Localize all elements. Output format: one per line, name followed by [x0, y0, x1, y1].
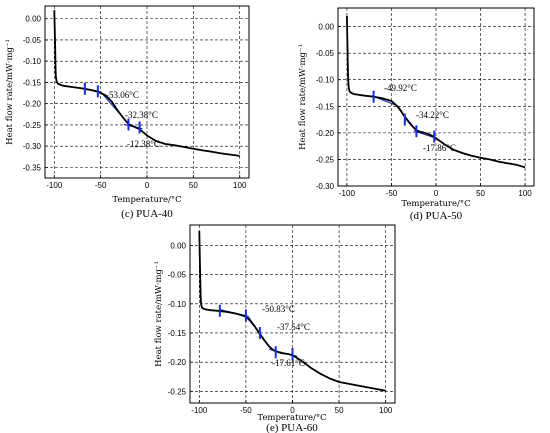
tg-markers	[218, 304, 294, 360]
y-axis-label: Heat flow rate/mW·mg⁻¹	[5, 39, 15, 145]
y-tick-label: -0.25	[316, 155, 335, 164]
x-tick-label: 0	[434, 189, 439, 198]
x-tick-label: 100	[233, 181, 247, 190]
annotation-2: -32.38°C	[125, 110, 158, 120]
y-tick-label: 0.00	[170, 241, 186, 250]
panel-caption: (c) PUA-40	[121, 208, 173, 220]
y-tick-label: -0.05	[23, 36, 42, 45]
series	[198, 230, 386, 392]
annotation-2: -37.54°C	[277, 322, 310, 332]
tick-labels: -100 -50 0 50 100 0.00 -0.05 -0.10 -0.15 -0.20 -0.…	[316, 23, 533, 198]
annotation-1: -50.83°C	[262, 304, 295, 314]
panel-caption: (d) PUA-50	[410, 210, 463, 222]
y-tick-label: -0.05	[316, 49, 335, 58]
x-tick-label: -50	[240, 406, 252, 415]
y-tick-label: -0.15	[23, 78, 42, 87]
x-axis-label: Temperature/°C	[112, 195, 181, 205]
series	[346, 15, 526, 169]
y-tick-label: -0.20	[168, 358, 187, 367]
x-tick-label: 50	[335, 406, 344, 415]
y-tick-label: 0.00	[318, 23, 334, 32]
x-tick-label: 0	[290, 406, 295, 415]
heat-flow-curve	[198, 230, 386, 392]
tick-labels: -100 -50 0 50 100 0.00 -0.05 -0.10 -0.15 -0.20 -0.…	[168, 241, 393, 415]
panel-pua-40: -100 -50 0 50 100 0.00 -0.05 -0.10 -0.15 -0.20 -0.…	[5, 5, 250, 220]
series	[53, 10, 240, 157]
x-tick-label: -100	[339, 189, 356, 198]
y-tick-label: -0.20	[316, 129, 335, 138]
y-axis-label: Heat flow rate/mW·mg⁻¹	[154, 261, 164, 367]
y-tick-label: -0.25	[168, 387, 187, 396]
x-tick-label: -100	[46, 181, 63, 190]
annotation-3: -17.86°C	[423, 143, 456, 153]
x-tick-label: 50	[476, 189, 485, 198]
y-tick-label: -0.10	[23, 57, 42, 66]
tg-markers	[83, 82, 141, 134]
heat-flow-curve	[53, 10, 240, 157]
x-tick-label: -100	[191, 406, 208, 415]
annotation-3: -12.38°C	[127, 139, 160, 149]
x-tick-label: 100	[518, 189, 532, 198]
x-axis-label: Temperature/°C	[401, 199, 470, 209]
x-tick-label: 100	[379, 406, 393, 415]
y-tick-label: -0.10	[168, 300, 187, 309]
y-tick-label: -0.10	[316, 76, 335, 85]
panel-caption: (e) PUA-60	[266, 422, 318, 433]
y-tick-label: 0.00	[25, 15, 41, 24]
y-tick-label: -0.05	[168, 271, 187, 280]
annotation-1: -53.06°C	[106, 90, 139, 100]
gridlines	[338, 8, 534, 187]
y-tick-label: -0.25	[23, 121, 42, 130]
x-tick-label: -50	[95, 181, 107, 190]
annotation-3: -17.61°C	[272, 358, 305, 368]
gridlines	[190, 225, 395, 403]
x-tick-label: 0	[145, 181, 150, 190]
x-tick-label: -50	[386, 189, 398, 198]
panel-pua-50: -100 -50 0 50 100 0.00 -0.05 -0.10 -0.15 -0.20 -0.…	[298, 7, 535, 222]
x-tick-label: 50	[189, 181, 198, 190]
tick-labels: -100 -50 0 50 100 0.00 -0.05 -0.10 -0.15 -0.20 -0.…	[23, 15, 247, 190]
tg-markers	[372, 90, 436, 143]
y-tick-label: -0.20	[23, 100, 42, 109]
panel-pua-60: -100 -50 0 50 100 0.00 -0.05 -0.10 -0.15 -0.20 -0.…	[154, 224, 396, 433]
y-tick-label: -0.15	[168, 329, 187, 338]
y-tick-label: -0.30	[23, 142, 42, 151]
x-axis-label: Temperature/°C	[257, 413, 326, 423]
y-axis-label: Heat flow rate/mW·mg⁻¹	[298, 44, 308, 150]
annotation-2: -34.22°C	[416, 110, 449, 120]
gridlines	[45, 6, 249, 178]
y-tick-label: -0.30	[316, 182, 335, 191]
annotation-1: -49.92°C	[384, 83, 417, 93]
y-tick-label: -0.35	[23, 163, 42, 172]
heat-flow-curve	[346, 15, 526, 169]
y-tick-label: -0.15	[316, 102, 335, 111]
